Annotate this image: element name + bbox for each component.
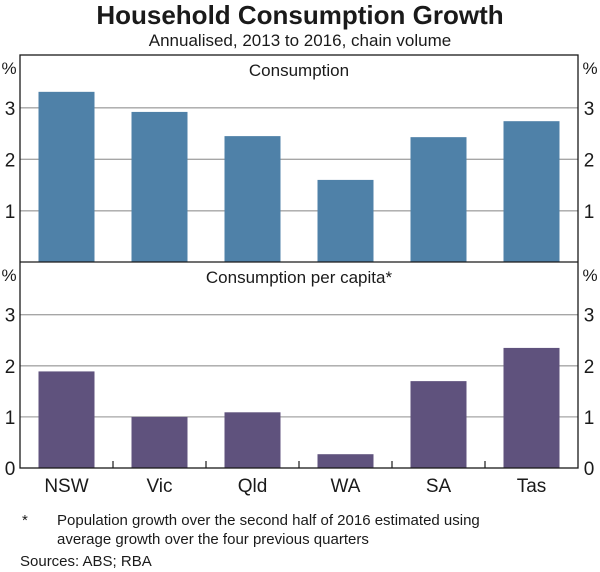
x-tick-label: SA bbox=[426, 476, 452, 497]
bar-wa bbox=[317, 454, 374, 468]
y-tick-left: 1 bbox=[5, 202, 16, 223]
y-unit-left: % bbox=[1, 266, 16, 285]
chart-title: Household Consumption Growth bbox=[96, 0, 504, 30]
y-tick-right: 1 bbox=[584, 202, 595, 223]
y-tick-left: 3 bbox=[5, 306, 16, 327]
x-tick-label: Vic bbox=[146, 476, 172, 497]
bar-qld bbox=[224, 412, 281, 468]
y-tick-right: 3 bbox=[584, 306, 595, 327]
x-tick-label: Qld bbox=[238, 476, 268, 497]
bar-tas bbox=[503, 347, 560, 468]
x-tick-label: WA bbox=[331, 476, 361, 497]
y-unit-right: % bbox=[582, 266, 597, 285]
y-tick-right: 0 bbox=[584, 459, 595, 480]
y-tick-left: 1 bbox=[5, 408, 16, 429]
y-tick-right: 3 bbox=[584, 99, 595, 120]
footnote-line-2: average growth over the four previous qu… bbox=[57, 531, 369, 548]
chart-subtitle: Annualised, 2013 to 2016, chain volume bbox=[148, 31, 452, 50]
panel-title: Consumption bbox=[249, 61, 349, 80]
x-tick-label: Tas bbox=[517, 476, 547, 497]
bar-vic bbox=[131, 416, 188, 468]
sources: Sources: ABS; RBA bbox=[20, 553, 152, 570]
bar-nsw bbox=[38, 91, 95, 263]
y-tick-left: 0 bbox=[5, 459, 16, 480]
panel-title: Consumption per capita* bbox=[206, 268, 393, 287]
y-tick-right: 1 bbox=[584, 408, 595, 429]
y-unit-left: % bbox=[1, 59, 16, 78]
y-tick-left: 2 bbox=[5, 357, 16, 378]
y-tick-left: 3 bbox=[5, 99, 16, 120]
footnote-marker: * bbox=[22, 512, 28, 529]
y-tick-right: 2 bbox=[584, 150, 595, 171]
x-tick-label: NSW bbox=[44, 476, 88, 497]
bar-vic bbox=[131, 111, 188, 263]
bar-wa bbox=[317, 179, 374, 263]
bar-sa bbox=[410, 381, 467, 468]
bar-qld bbox=[224, 136, 281, 263]
bar-nsw bbox=[38, 371, 95, 468]
y-tick-left: 2 bbox=[5, 150, 16, 171]
y-unit-right: % bbox=[582, 59, 597, 78]
y-tick-right: 2 bbox=[584, 357, 595, 378]
bar-tas bbox=[503, 121, 560, 263]
bar-sa bbox=[410, 137, 467, 263]
footnote-line-1: Population growth over the second half o… bbox=[57, 512, 480, 529]
